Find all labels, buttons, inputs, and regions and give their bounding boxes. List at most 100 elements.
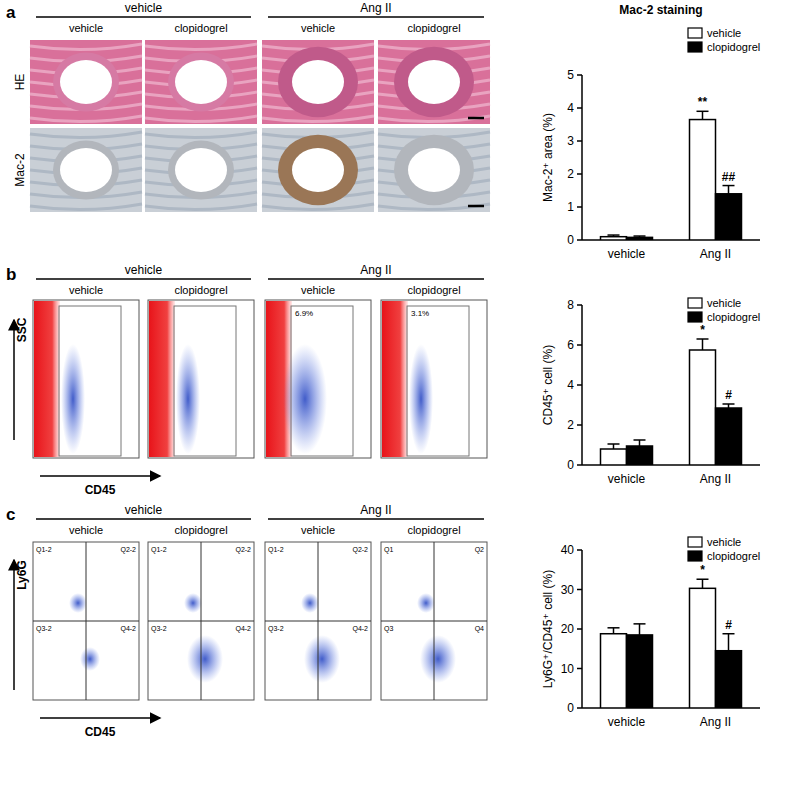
column-header: clopidogrel	[174, 524, 227, 536]
y-tick	[577, 140, 582, 142]
tissue-fiber	[30, 44, 142, 50]
vessel-lumen	[60, 60, 112, 104]
significance-mark: ##	[722, 170, 736, 184]
quadrant-line	[381, 621, 487, 622]
bar	[627, 635, 653, 708]
tissue-fiber	[30, 132, 142, 138]
event-cloud	[283, 344, 327, 454]
bar-annotations: ** ##	[698, 95, 736, 183]
tissue-fiber	[30, 116, 142, 122]
bar	[690, 588, 716, 708]
significance-mark: *	[700, 323, 705, 337]
quadrant-line	[265, 621, 371, 622]
event-cloud	[304, 635, 340, 683]
event-cloud	[69, 593, 87, 613]
column-header: vehicle	[69, 284, 103, 296]
quadrant-label: Q3	[384, 625, 393, 633]
legend: vehicleclopidogrel	[688, 27, 760, 53]
quadrant-label: Q4-2	[235, 625, 251, 633]
y-tick-label: 20	[561, 622, 575, 636]
scale-bar	[468, 117, 484, 120]
group-header: vehicle	[125, 1, 163, 15]
column-header: vehicle	[301, 524, 335, 536]
panel-letter: c	[6, 505, 15, 524]
column-header: clopidogrel	[407, 524, 460, 536]
vessel-wall	[168, 140, 234, 199]
legend-swatch	[688, 42, 702, 52]
y-tick-label: 3	[567, 134, 574, 148]
error-bar	[723, 186, 735, 194]
tissue-fiber	[145, 44, 257, 50]
quadrant-label: Q2-2	[120, 546, 136, 554]
bar-annotations: *#	[700, 323, 732, 402]
y-axis-label: Mac-2⁺ area (%)	[541, 113, 555, 202]
legend-label: clopidogrel	[707, 311, 760, 323]
panel-letter: a	[6, 3, 16, 22]
scale-bar	[468, 205, 484, 208]
event-cloud	[61, 344, 85, 454]
group-line	[268, 518, 484, 520]
vessel-lumen	[175, 148, 227, 192]
y-tick	[577, 707, 582, 709]
bar	[627, 446, 653, 465]
micrograph	[262, 128, 374, 212]
group-header: Ang II	[360, 263, 391, 277]
vessel-wall	[168, 52, 234, 111]
event-cloud	[149, 301, 175, 457]
column-header: clopidogrel	[407, 22, 460, 34]
event-cloud	[187, 635, 223, 683]
error-bar	[723, 404, 735, 408]
quadrant-label: Q3-2	[268, 625, 284, 633]
flow-plot-frame	[381, 542, 487, 700]
axis-label: CD45	[85, 725, 116, 739]
bar	[690, 350, 716, 465]
legend-label: clopidogrel	[707, 550, 760, 562]
y-tick	[577, 549, 582, 551]
bar	[601, 237, 627, 240]
micrograph	[30, 128, 142, 212]
error-bar	[608, 444, 620, 449]
quadrant-label: Q3-2	[36, 625, 52, 633]
flow-plot-frame	[148, 542, 254, 700]
quadrant-label: Q4-2	[120, 625, 136, 633]
bar-chart: Mac-2 staining012345Mac-2⁺ area (%)**##v…	[541, 3, 760, 261]
error-bar	[723, 634, 735, 651]
y-tick	[577, 628, 582, 630]
axis-label: CD45	[85, 483, 116, 497]
y-tick-label: 2	[567, 418, 574, 432]
vessel-wall	[278, 135, 358, 205]
error-stem	[639, 624, 641, 635]
error-bar	[608, 235, 620, 237]
chart-title: Mac-2 staining	[619, 3, 702, 17]
vessel-lumen	[175, 60, 227, 104]
group-header: vehicle	[125, 503, 163, 517]
y-tick-label: 1	[567, 200, 574, 214]
quadrant-label: Q4	[475, 625, 484, 633]
error-bar	[634, 440, 646, 446]
y-axis	[581, 75, 583, 240]
significance-mark: **	[698, 95, 708, 109]
row-label: HE	[13, 74, 27, 91]
error-bar	[608, 628, 620, 634]
y-tick-label: 10	[561, 662, 575, 676]
y-axis-label: Ly6G⁺/CD45⁺ cell (%)	[541, 570, 555, 688]
error-stem	[728, 634, 730, 651]
x-tick-label: vehicle	[608, 247, 646, 261]
quadrant-label: Q2-2	[235, 546, 251, 554]
y-tick-label: 0	[567, 701, 574, 715]
y-tick-label: 0	[567, 233, 574, 247]
bar-chart: 02468CD45⁺ cell (%)*#vehicleAng IIvehicl…	[541, 297, 760, 486]
error-cap	[697, 338, 709, 340]
column-header: vehicle	[301, 284, 335, 296]
y-tick	[577, 107, 582, 109]
column-header: clopidogrel	[407, 284, 460, 296]
significance-mark: *	[700, 563, 705, 577]
group-header: vehicle	[125, 263, 163, 277]
x-tick-label: vehicle	[608, 715, 646, 729]
error-stem	[702, 111, 704, 119]
tissue-fiber	[145, 116, 257, 122]
group-line	[36, 16, 251, 18]
y-tick-label: 4	[567, 101, 574, 115]
quadrant-label: Q3-2	[151, 625, 167, 633]
bars	[601, 579, 742, 708]
